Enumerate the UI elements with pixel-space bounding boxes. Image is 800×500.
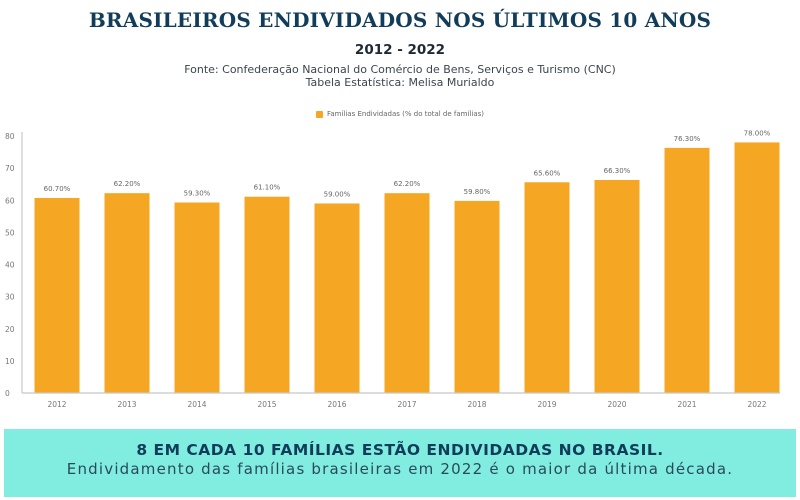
value-label: 62.20% bbox=[394, 180, 421, 188]
x-tick-label: 2013 bbox=[117, 400, 136, 409]
credit-line: Tabela Estatística: Melisa Murialdo bbox=[305, 76, 495, 89]
value-label: 76.30% bbox=[674, 135, 701, 143]
source-block: Fonte: Confederação Nacional do Comércio… bbox=[0, 63, 800, 89]
legend-swatch bbox=[315, 110, 323, 118]
bar bbox=[174, 202, 220, 393]
summary-banner: 8 EM CADA 10 FAMÍLIAS ESTÃO ENDIVIDADAS … bbox=[4, 429, 796, 497]
bars bbox=[34, 142, 780, 393]
x-tick-label: 2014 bbox=[187, 400, 206, 409]
value-label: 78.00% bbox=[744, 129, 771, 137]
bar bbox=[384, 193, 430, 393]
legend-label: Famílias Endividadas (% do total de famí… bbox=[326, 110, 484, 118]
y-tick-label: 60 bbox=[5, 196, 15, 205]
value-label: 60.70% bbox=[44, 185, 71, 193]
chart-legend: Famílias Endividadas (% do total de famí… bbox=[0, 110, 800, 118]
value-label: 65.60% bbox=[534, 169, 561, 177]
y-tick-label: 0 bbox=[5, 389, 10, 398]
y-tick-label: 10 bbox=[5, 357, 15, 366]
y-tick-label: 30 bbox=[5, 293, 15, 302]
x-tick-label: 2017 bbox=[397, 400, 416, 409]
value-label: 66.30% bbox=[604, 167, 631, 175]
y-axis-ticks: 0 10 20 30 40 50 60 70 80 bbox=[5, 132, 15, 398]
bar bbox=[104, 193, 150, 393]
x-tick-label: 2012 bbox=[47, 400, 66, 409]
bar bbox=[244, 196, 290, 393]
x-tick-label: 2022 bbox=[747, 400, 766, 409]
value-label: 59.00% bbox=[324, 190, 351, 198]
x-tick-label: 2016 bbox=[327, 400, 346, 409]
y-tick-label: 80 bbox=[5, 132, 15, 141]
value-labels: 60.70% 62.20% 59.30% 61.10% 59.00% 62.20% 59.8… bbox=[44, 129, 771, 198]
y-tick-label: 70 bbox=[5, 164, 15, 173]
chart-subtitle: 2012 - 2022 bbox=[354, 42, 446, 58]
chart-title: BRASILEIROS ENDIVIDADOS NOS ÚLTIMOS 10 A… bbox=[88, 8, 712, 32]
bar bbox=[314, 203, 360, 393]
bar bbox=[734, 142, 780, 393]
x-tick-label: 2015 bbox=[257, 400, 276, 409]
value-label: 59.80% bbox=[464, 188, 491, 196]
value-label: 59.30% bbox=[184, 189, 211, 197]
y-tick-label: 40 bbox=[5, 261, 15, 270]
bar bbox=[34, 198, 80, 393]
x-tick-label: 2019 bbox=[537, 400, 556, 409]
x-tick-label: 2021 bbox=[677, 400, 696, 409]
banner-text: Endividamento das famílias brasileiras e… bbox=[66, 460, 734, 478]
x-tick-label: 2018 bbox=[467, 400, 486, 409]
x-axis-ticks: 2012 2013 2014 2015 2016 2017 2018 2019 2020 2021… bbox=[47, 400, 766, 409]
value-label: 62.20% bbox=[114, 180, 141, 188]
y-tick-label: 50 bbox=[5, 228, 15, 237]
y-tick-label: 20 bbox=[5, 325, 15, 334]
banner-headline: 8 EM CADA 10 FAMÍLIAS ESTÃO ENDIVIDADAS … bbox=[136, 441, 664, 459]
bar bbox=[594, 180, 640, 393]
source-line: Fonte: Confederação Nacional do Comércio… bbox=[184, 63, 616, 76]
bar bbox=[664, 147, 710, 393]
bar bbox=[454, 200, 500, 393]
bar-chart: 0 10 20 30 40 50 60 70 80 60.70% 62.20% 59.30% 61.1… bbox=[5, 129, 780, 409]
bar bbox=[524, 182, 570, 393]
x-tick-label: 2020 bbox=[607, 400, 626, 409]
value-label: 61.10% bbox=[254, 184, 281, 192]
